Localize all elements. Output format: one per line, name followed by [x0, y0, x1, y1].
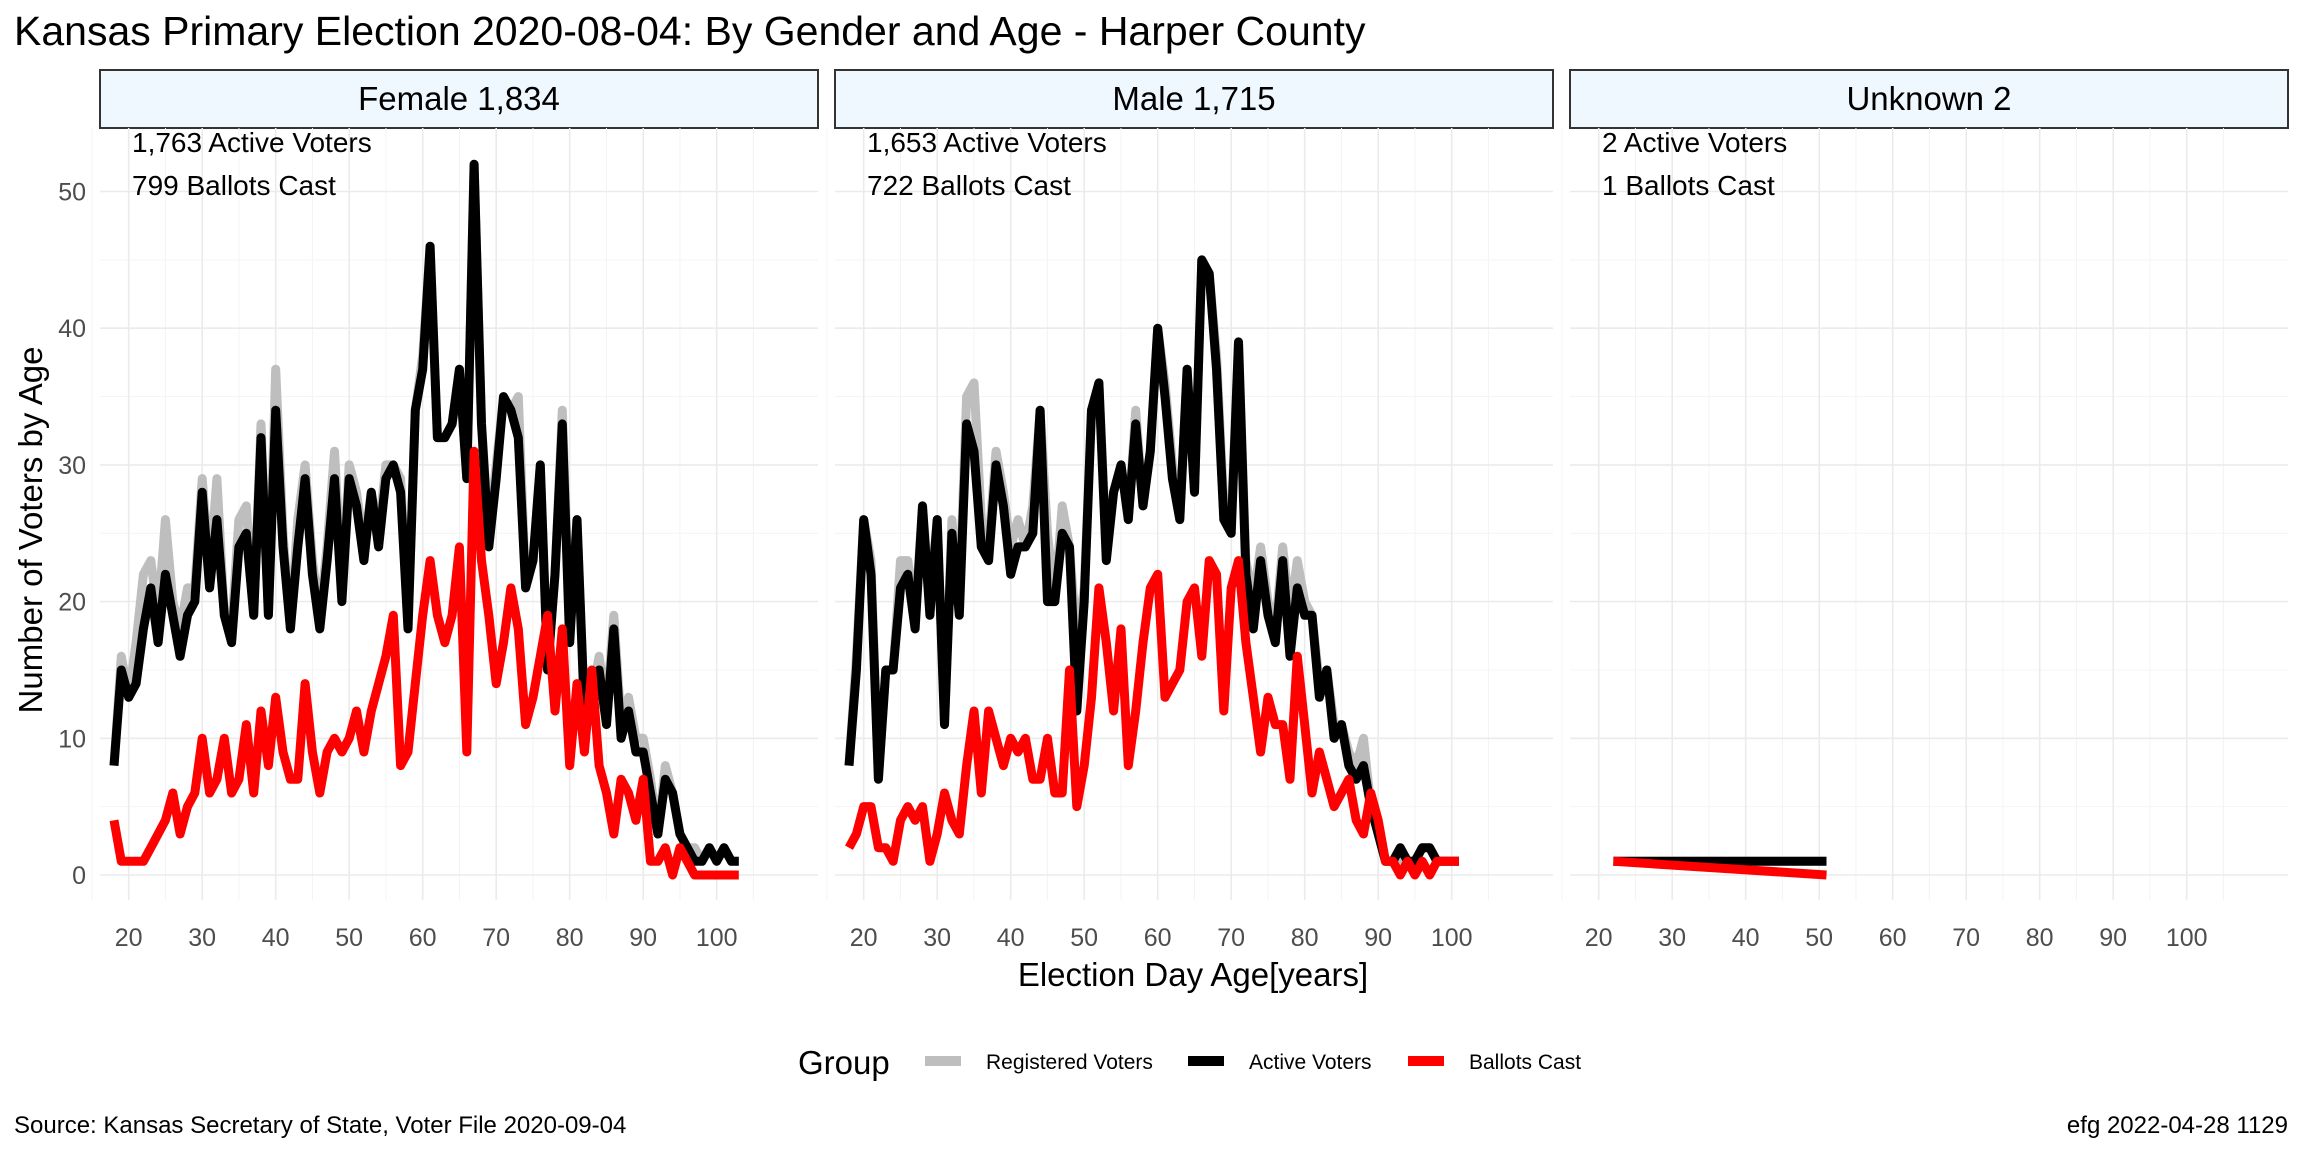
x-tick-label: 20	[850, 924, 878, 952]
y-tick-label: 40	[58, 315, 86, 343]
facet-panels: Female 1,834 20 30 40 50 60 70 80 90 100 0 10 20 30 40…	[58, 69, 2289, 952]
legend-entries: Registered Voters Active Voters Ballots Ca…	[925, 1051, 1581, 1074]
facet-strip	[99, 69, 819, 129]
facet-panel: Female 1,834 20 30 40 50 60 70 80 90 100 0 10 20 30 40…	[58, 69, 819, 952]
x-tick-label: 40	[997, 924, 1025, 952]
series-line-active-voters	[109, 159, 739, 866]
chart-title: Kansas Primary Election 2020-08-04: By G…	[14, 8, 1366, 54]
x-tick-label: 50	[335, 924, 363, 952]
y-tick-label: 30	[58, 452, 86, 480]
x-tick-label: 60	[1879, 924, 1907, 952]
x-tick-label: 90	[1364, 924, 1392, 952]
legend-label: Active Voters	[1249, 1051, 1372, 1074]
source-caption: Source: Kansas Secretary of State, Voter…	[14, 1112, 626, 1139]
legend-label: Ballots Cast	[1469, 1051, 1581, 1074]
x-tick-label: 30	[188, 924, 216, 952]
y-tick-label: 0	[72, 862, 86, 890]
x-axis-title: Election Day Age[years]	[1018, 956, 1368, 993]
x-tick-label: 70	[1952, 924, 1980, 952]
facet-strip-label: Male 1,715	[1112, 80, 1275, 117]
timestamp-caption: efg 2022-04-28 1129	[2067, 1112, 2288, 1139]
x-tick-label: 20	[115, 924, 143, 952]
facet-strip	[834, 69, 1554, 129]
x-tick-label: 60	[1144, 924, 1172, 952]
facet-panel: Unknown 2 20 30 40 50 60 70 80 90 100 2 Active Vot…	[1561, 69, 2289, 952]
x-tick-label: 40	[1732, 924, 1760, 952]
y-tick-label: 20	[58, 589, 86, 617]
panel-annotation: 1,653 Active Voters	[867, 127, 1107, 158]
y-axis-title: Number of Voters by Age	[12, 347, 49, 714]
panel-annotation: 1,763 Active Voters	[132, 127, 372, 158]
x-tick-label: 50	[1805, 924, 1833, 952]
x-tick-label: 80	[1291, 924, 1319, 952]
x-tick-label: 80	[556, 924, 584, 952]
x-tick-label: 100	[1431, 924, 1473, 952]
legend-label: Registered Voters	[986, 1051, 1153, 1074]
series-line-ballots-cast	[1613, 856, 1827, 880]
panel-annotation: 1 Ballots Cast	[1602, 170, 1775, 201]
legend-title: Group	[798, 1044, 890, 1081]
y-tick-label: 10	[58, 725, 86, 753]
y-tick-label: 50	[58, 179, 86, 207]
gridlines	[826, 128, 1553, 900]
panel-annotation: 722 Ballots Cast	[867, 170, 1071, 201]
facet-panel: Male 1,715 20 30 40 50 60 70 80 90 100 1,653 Activ…	[826, 69, 1554, 952]
x-tick-label: 40	[262, 924, 290, 952]
facet-strip-label: Female 1,834	[358, 80, 560, 117]
x-tick-label: 100	[2166, 924, 2208, 952]
x-tick-label: 100	[696, 924, 738, 952]
x-tick-label: 60	[409, 924, 437, 952]
x-tick-label: 90	[2099, 924, 2127, 952]
x-tick-label: 20	[1585, 924, 1613, 952]
facet-strip	[1569, 69, 2289, 129]
x-tick-label: 30	[1658, 924, 1686, 952]
series-line-ballots-cast	[845, 556, 1459, 880]
x-tick-label: 70	[1217, 924, 1245, 952]
series-line-ballots-cast	[109, 446, 739, 880]
x-tick-label: 50	[1070, 924, 1098, 952]
gridlines	[1561, 128, 2288, 900]
facet-strip-label: Unknown 2	[1846, 80, 2011, 117]
x-tick-label: 90	[629, 924, 657, 952]
legend: Group Registered Voters Active Voters Ball…	[798, 1044, 1581, 1081]
panel-annotation: 799 Ballots Cast	[132, 170, 336, 201]
x-tick-label: 80	[2026, 924, 2054, 952]
panel-annotation: 2 Active Voters	[1602, 127, 1787, 158]
series-line-active-voters	[844, 255, 1459, 866]
x-tick-label: 70	[482, 924, 510, 952]
x-tick-label: 30	[923, 924, 951, 952]
